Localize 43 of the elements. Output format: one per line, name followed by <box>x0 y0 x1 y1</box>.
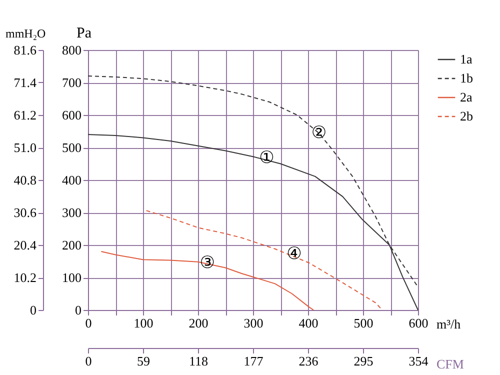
y2-tick-label: 10.2 <box>14 270 36 285</box>
annotation: ④ <box>286 244 302 264</box>
x2-tick-label: 236 <box>298 354 319 368</box>
x2-tick-label: 177 <box>244 354 264 368</box>
x-tick-label: 400 <box>298 316 318 330</box>
x-tick-label: 500 <box>354 316 374 330</box>
y-axis-title: Pa <box>76 26 92 42</box>
y-tick-label: 600 <box>62 108 82 122</box>
y2-axis-title: mmH₂O <box>6 26 46 40</box>
x-tick-label: 300 <box>244 316 264 330</box>
x-axis-title: m³/h <box>436 316 462 332</box>
y2-tick-label: 40.8 <box>14 172 36 188</box>
legend-label: 1b <box>460 70 473 86</box>
x2-tick-label: 354 <box>408 354 429 368</box>
x-tick-label: 200 <box>188 316 208 330</box>
y2-tick-label: 0 <box>30 302 36 318</box>
y-tick-label: 500 <box>62 140 82 155</box>
x2-axis-title: CFM <box>436 356 464 372</box>
y2-tick-label: 81.6 <box>14 42 37 58</box>
legend-label: 2b <box>460 108 473 124</box>
annotation: ② <box>311 123 327 144</box>
y-tick-label: 800 <box>62 42 82 58</box>
x2-tick-label: 0 <box>85 354 92 368</box>
x-tick-label: 600 <box>408 316 428 330</box>
y-tick-label: 700 <box>62 75 82 90</box>
y-tick-label: 100 <box>62 270 82 285</box>
legend-label: 2a <box>460 90 472 104</box>
x-tick-label: 0 <box>85 316 92 330</box>
y2-tick-label: 20.4 <box>14 238 37 252</box>
y-tick-label: 300 <box>62 205 82 220</box>
x2-tick-label: 118 <box>188 354 208 368</box>
y-tick-label: 200 <box>62 238 82 252</box>
x2-tick-label: 295 <box>354 354 374 368</box>
line-series <box>146 210 383 310</box>
y-tick-label: 400 <box>62 172 82 188</box>
x-tick-label: 100 <box>134 316 154 330</box>
x2-tick-label: 59 <box>137 354 150 368</box>
y2-tick-label: 30.6 <box>14 205 37 220</box>
y2-tick-label: 61.2 <box>14 108 36 122</box>
legend-label: 1a <box>460 52 472 66</box>
y-tick-label: 0 <box>75 302 82 318</box>
y2-tick-label: 71.4 <box>14 75 37 90</box>
y2-tick-label: 51.0 <box>14 140 36 155</box>
